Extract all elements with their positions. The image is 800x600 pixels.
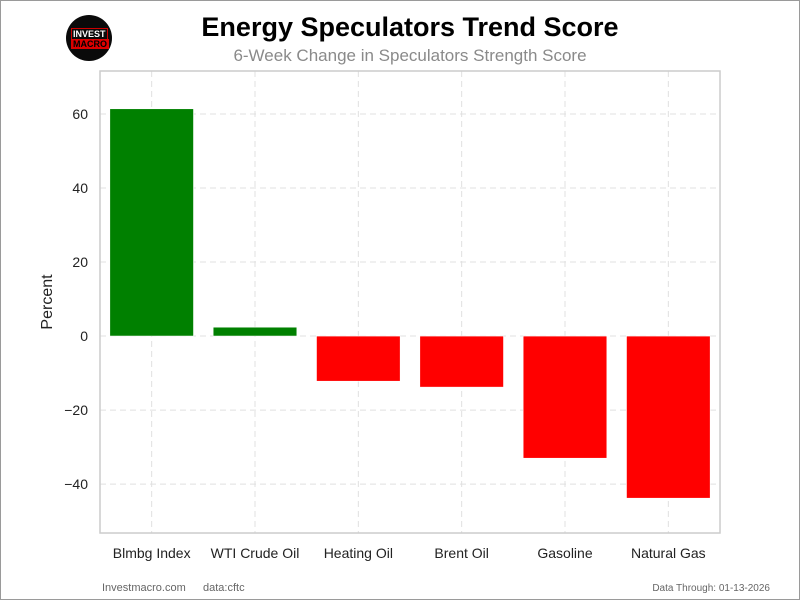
bar-brent-oil bbox=[419, 335, 504, 388]
x-tick-label: Heating Oil bbox=[324, 545, 393, 561]
y-tick-label: −40 bbox=[64, 476, 88, 492]
y-tick-label: 20 bbox=[72, 254, 88, 270]
y-axis-label: Percent bbox=[39, 274, 56, 330]
footer-source: data:cftc bbox=[203, 582, 245, 594]
footer-date: Data Through: 01-13-2026 bbox=[652, 583, 770, 594]
x-tick-label: Natural Gas bbox=[631, 545, 706, 561]
chart-title: Energy Speculators Trend Score bbox=[201, 12, 619, 42]
bar-heating-oil bbox=[316, 335, 401, 382]
plot-area-border bbox=[99, 70, 721, 534]
chart-subtitle: 6-Week Change in Speculators Strength Sc… bbox=[233, 46, 587, 65]
x-tick-label: Gasoline bbox=[537, 545, 592, 561]
y-tick-label: 40 bbox=[72, 180, 88, 196]
x-tick-label: WTI Crude Oil bbox=[211, 545, 300, 561]
investmacro-logo: INVEST MACRO bbox=[66, 15, 112, 61]
bar-blmbg-index bbox=[109, 108, 194, 337]
bar-gasoline bbox=[522, 335, 608, 459]
y-tick-label: 0 bbox=[80, 328, 88, 344]
logo-text-macro: MACRO bbox=[71, 39, 109, 49]
x-tick-label: Brent Oil bbox=[434, 545, 488, 561]
bar-wti-crude-oil bbox=[212, 326, 298, 337]
y-tick-label: 60 bbox=[72, 106, 88, 122]
footer-site: Investmacro.com bbox=[102, 582, 186, 594]
bar-natural-gas bbox=[626, 335, 711, 499]
x-tick-label: Blmbg Index bbox=[113, 545, 191, 561]
y-tick-label: −20 bbox=[64, 402, 88, 418]
